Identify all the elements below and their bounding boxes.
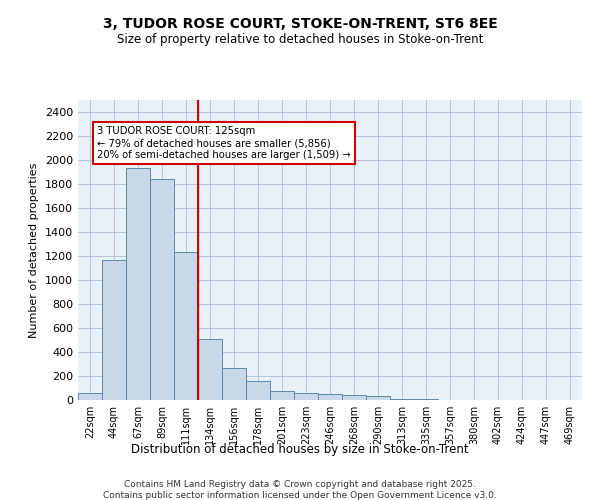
Text: 3 TUDOR ROSE COURT: 125sqm
← 79% of detached houses are smaller (5,856)
20% of s: 3 TUDOR ROSE COURT: 125sqm ← 79% of deta… <box>97 126 351 160</box>
Text: Contains public sector information licensed under the Open Government Licence v3: Contains public sector information licen… <box>103 491 497 500</box>
Bar <box>270 391 294 400</box>
Bar <box>294 394 318 400</box>
Bar <box>246 381 270 400</box>
Bar <box>342 394 366 400</box>
Text: Size of property relative to detached houses in Stoke-on-Trent: Size of property relative to detached ho… <box>117 32 483 46</box>
Bar <box>366 396 390 400</box>
Bar <box>222 368 246 400</box>
Bar <box>102 260 126 400</box>
Bar <box>126 168 150 400</box>
Bar <box>318 394 342 400</box>
Text: 3, TUDOR ROSE COURT, STOKE-ON-TRENT, ST6 8EE: 3, TUDOR ROSE COURT, STOKE-ON-TRENT, ST6… <box>103 18 497 32</box>
Text: Distribution of detached houses by size in Stoke-on-Trent: Distribution of detached houses by size … <box>131 442 469 456</box>
Text: Contains HM Land Registry data © Crown copyright and database right 2025.: Contains HM Land Registry data © Crown c… <box>124 480 476 489</box>
Y-axis label: Number of detached properties: Number of detached properties <box>29 162 40 338</box>
Bar <box>174 252 198 400</box>
Bar <box>198 339 222 400</box>
Bar <box>390 399 414 400</box>
Bar <box>150 179 174 400</box>
Bar <box>78 393 102 400</box>
